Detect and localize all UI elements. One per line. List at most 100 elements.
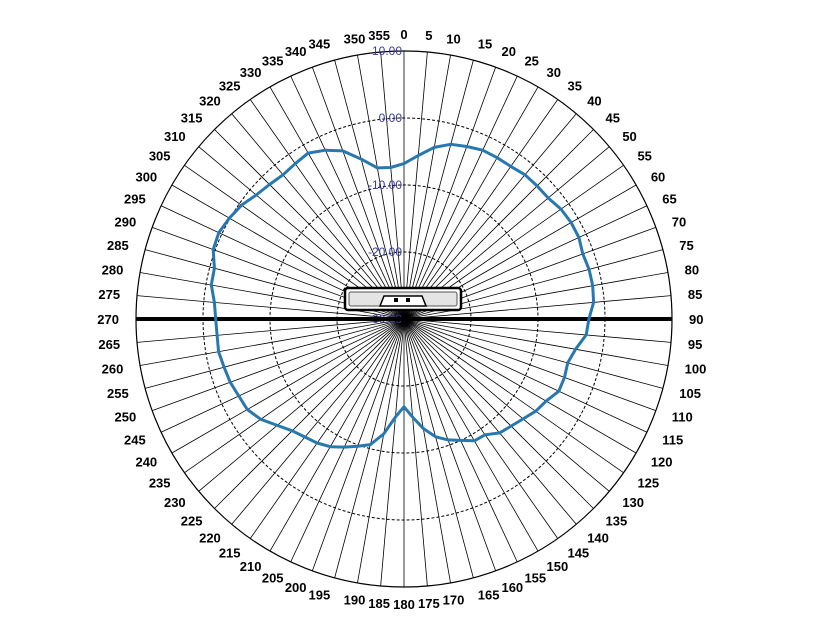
angle-tick-label: 50 [622,129,636,144]
angle-tick-label: 245 [124,432,146,447]
angle-tick-label: 90 [689,312,703,327]
angle-tick-label: 175 [418,596,440,611]
series-line [209,142,596,449]
product-outline-icon [343,286,463,312]
angle-tick-label: 325 [219,79,241,94]
spoke-line [403,75,518,320]
spoke-line [136,318,405,343]
angle-tick-label: 315 [181,110,203,125]
angle-tick-label: 270 [97,312,119,327]
angle-tick-label: 295 [124,192,146,207]
spoke-line [403,318,428,587]
angle-tick-label: 165 [478,587,500,602]
angle-tick-label: 80 [685,263,699,278]
angle-tick-label: 250 [114,409,136,424]
angle-tick-label: 30 [547,65,561,80]
angle-tick-label: 290 [114,215,136,230]
angle-tick-label: 195 [309,587,331,602]
angle-tick-label: 350 [344,31,366,46]
angle-tick-label: 100 [685,361,707,376]
angle-tick-label: 20 [501,44,515,59]
angle-tick-label: 155 [524,570,546,585]
spoke-line [152,318,405,412]
angle-tick-label: 135 [606,514,628,529]
angle-tick-label: 10 [446,31,460,46]
spoke-line [290,318,405,563]
angle-tick-label: 85 [688,287,702,302]
angle-tick-label: 130 [622,495,644,510]
spoke-line [231,318,405,525]
angle-tick-label: 170 [443,593,465,608]
radial-tick-label: 0.00 [379,111,403,125]
angle-tick-label: 65 [662,192,676,207]
angle-tick-label: 40 [587,94,601,109]
angle-tick-label: 345 [309,37,331,52]
radial-tick-labels: 10.000.00-10.00-20.00-30.00 [368,44,402,326]
spoke-line [184,318,405,474]
angle-tick-label: 55 [637,149,651,164]
spoke-line [403,113,577,320]
angle-tick-label: 230 [164,495,186,510]
angle-tick-label: 180 [393,597,415,612]
angle-tick-label: 25 [524,54,538,69]
radial-tick-label: 10.00 [372,44,402,58]
angle-tick-label: 265 [98,337,120,352]
angle-tick-label: 210 [240,559,262,574]
angle-tick-label: 45 [606,110,620,125]
spoke-line [403,55,451,320]
angle-tick-label: 150 [547,559,569,574]
angle-tick-label: 240 [135,455,157,470]
angle-tick-label: 145 [567,545,589,560]
angle-tick-label: 275 [98,287,120,302]
spoke-line [249,99,405,320]
series-layer [209,142,596,449]
radial-tick-label: -20.00 [368,245,402,259]
spoke-line [403,318,668,366]
angle-tick-label: 140 [587,530,609,545]
spoke-line [403,318,497,571]
angle-tick-label: 5 [425,28,432,43]
spoke-line [403,318,559,539]
angle-tick-label: 320 [199,94,221,109]
spoke-line [357,318,405,583]
spoke-line [403,295,672,320]
angle-tick-label: 70 [672,215,686,230]
angle-tick-label: 105 [679,386,701,401]
angle-tick-label: 160 [501,580,523,595]
angle-tick-label: 255 [107,386,129,401]
angle-tick-label: 220 [199,530,221,545]
angle-tick-label: 115 [662,432,683,447]
angle-tick-label: 340 [285,44,307,59]
spoke-line [403,318,610,492]
angle-tick-label: 305 [149,149,171,164]
angle-tick-label: 260 [102,361,124,376]
angle-tick-label: 300 [135,170,157,185]
spoke-line [311,67,405,320]
angle-tick-label: 200 [285,580,307,595]
angle-tick-label: 185 [368,596,390,611]
spoke-line [403,99,559,320]
radial-tick-label: -10.00 [368,178,402,192]
angle-tick-label: 330 [240,65,262,80]
spoke-line [403,318,648,433]
angle-tick-label: 280 [102,263,124,278]
angle-tick-label: 120 [651,455,673,470]
angle-tick-label: 285 [107,238,129,253]
angle-tick-label: 0 [400,27,407,42]
angle-tick-label: 310 [164,129,186,144]
angle-tick-label: 110 [672,409,693,424]
angle-tick-label: 125 [637,475,659,490]
angle-tick-label: 355 [368,28,390,43]
angle-tick-label: 35 [567,79,581,94]
angle-tick-label: 75 [679,238,693,253]
angle-tick-label: 15 [478,37,492,52]
angle-tick-label: 60 [651,170,665,185]
angle-tick-label: 215 [219,545,241,560]
angle-tick-label: 190 [344,593,366,608]
angle-tick-label: 235 [149,475,171,490]
angle-tick-label: 335 [262,54,284,69]
angle-tick-label: 95 [688,337,702,352]
spoke-line [380,51,405,320]
